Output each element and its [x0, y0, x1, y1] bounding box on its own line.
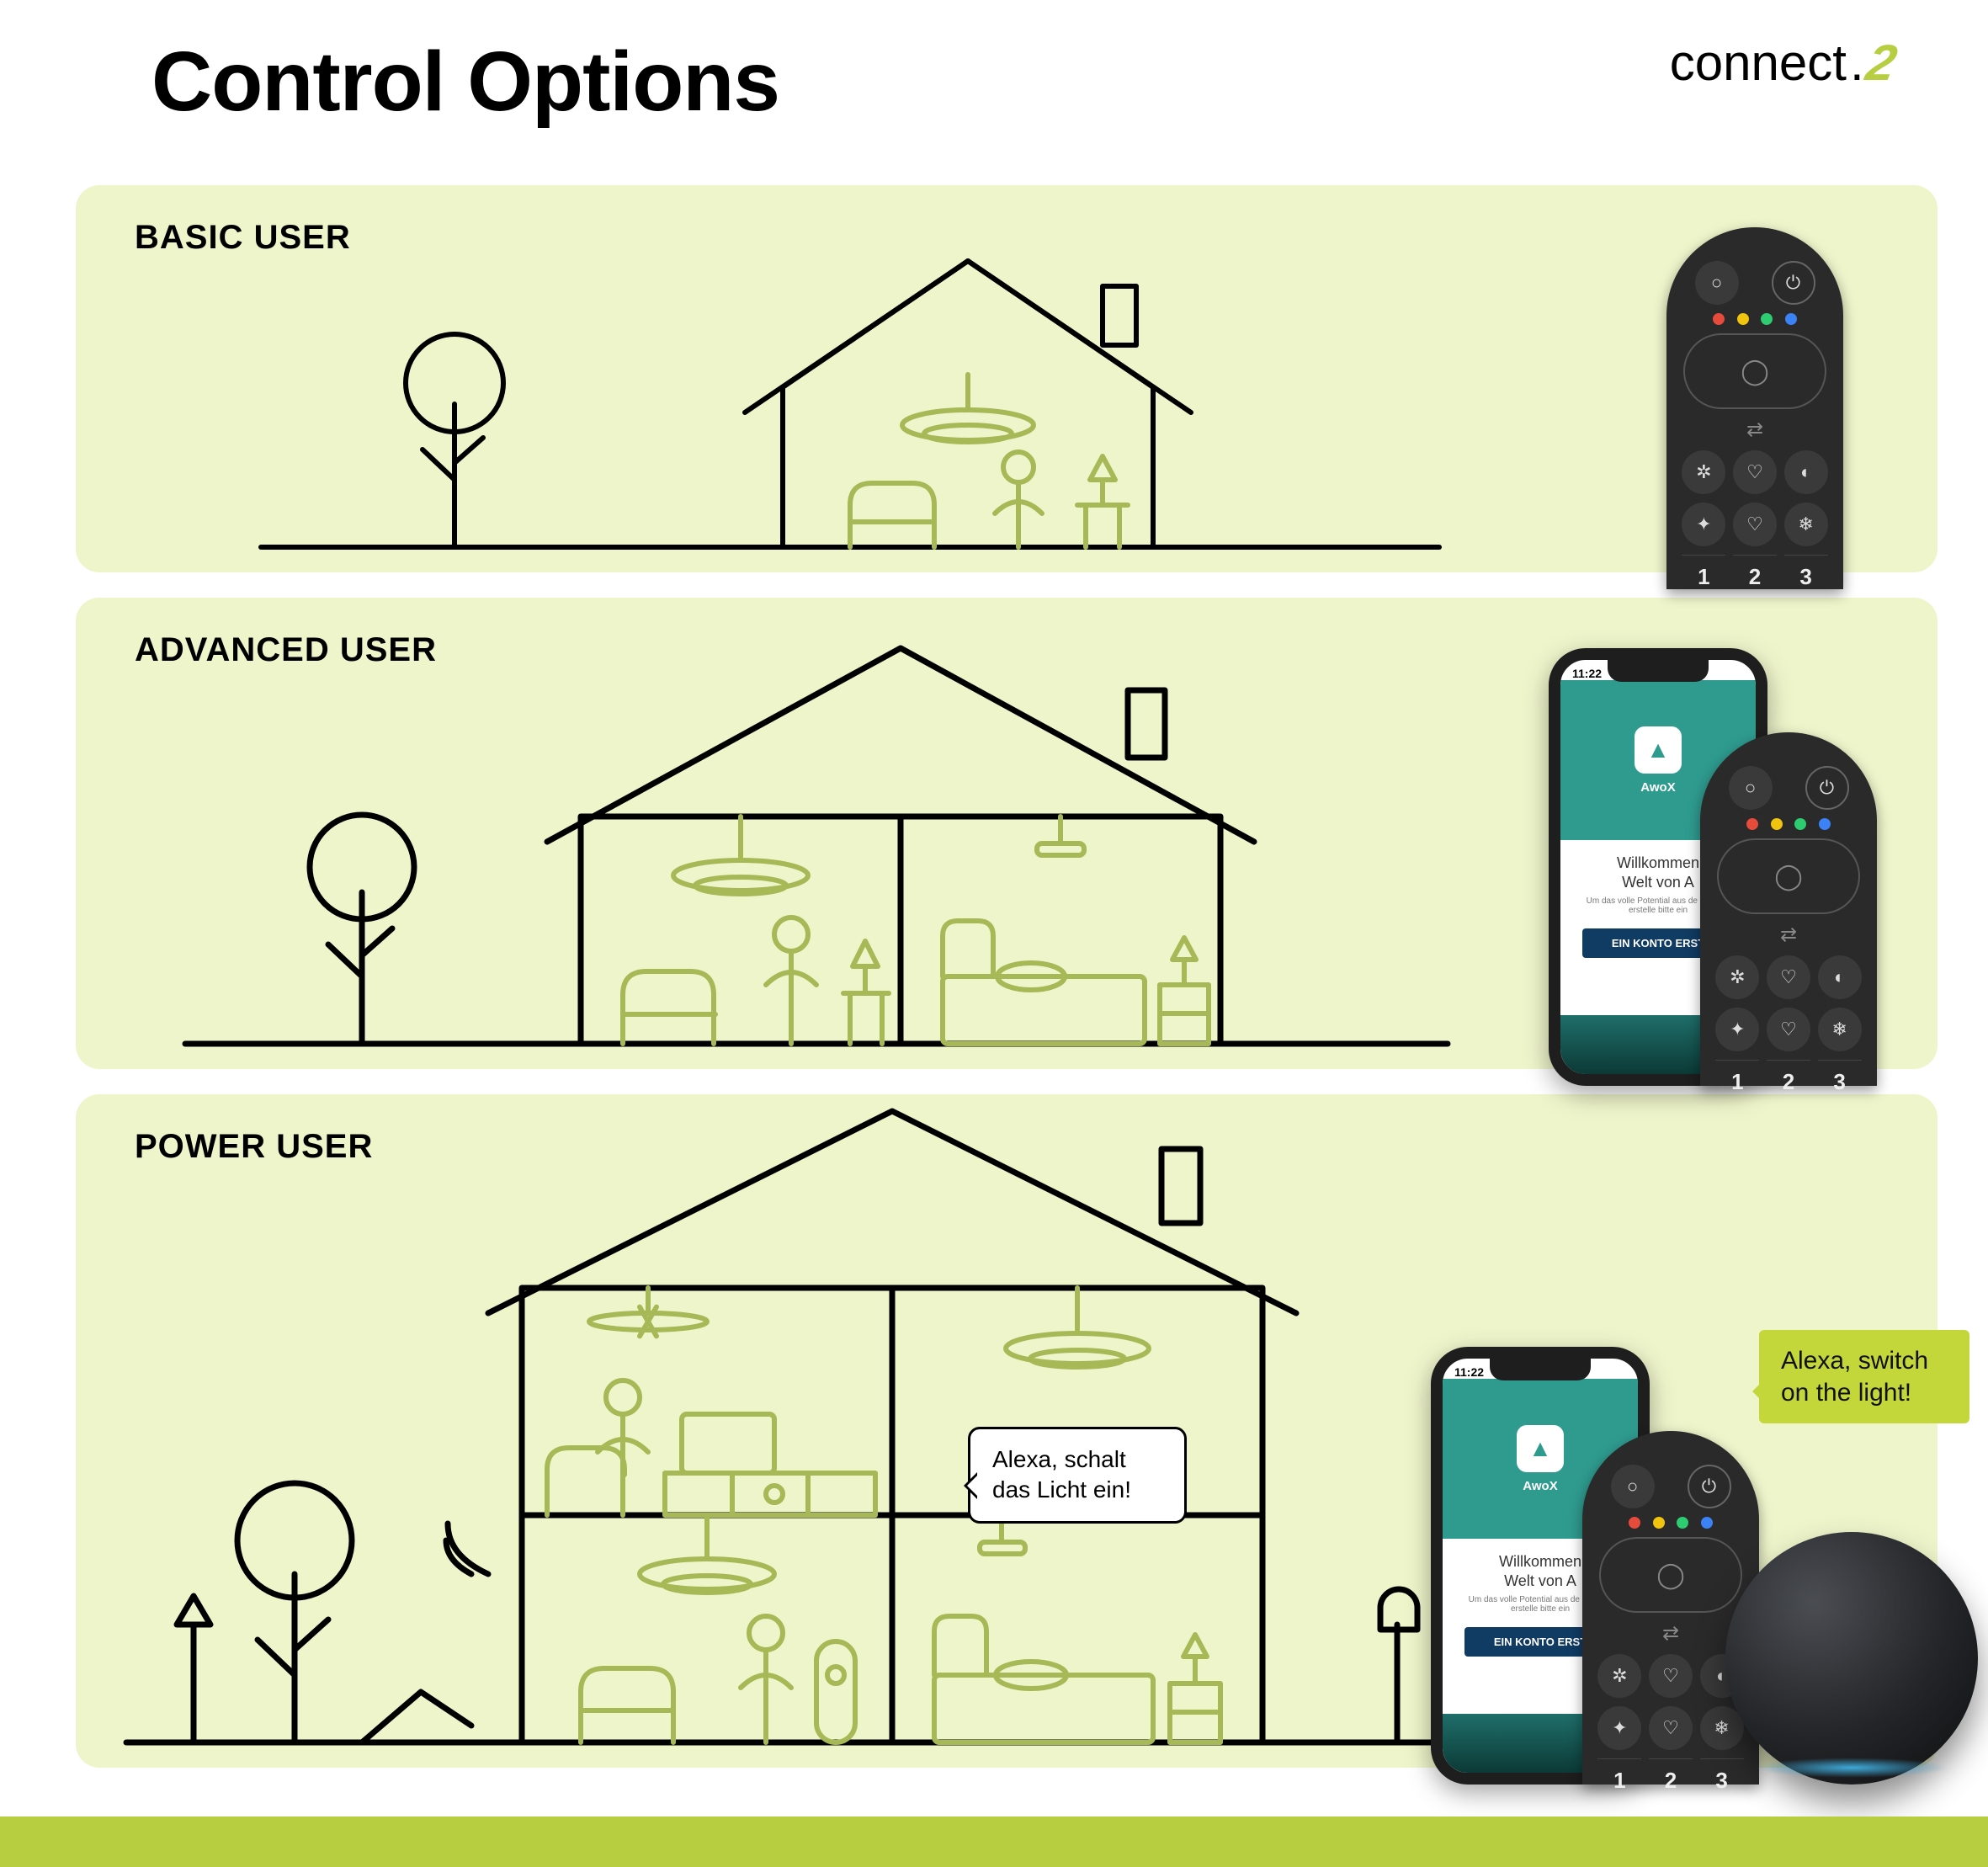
remote-preset-3: 3: [1784, 555, 1828, 598]
power-remote-control-icon: ○⏻ ◯ ⇄ ✲♡◐ ✦♡❄ 123: [1582, 1431, 1759, 1785]
brand-text: connect: [1670, 34, 1847, 92]
phone-app-name: AwoX: [1640, 780, 1675, 795]
power-echo-speaker-icon: [1725, 1532, 1978, 1785]
basic-house-diagram: [261, 210, 1439, 564]
echo-voice-command-text: Alexa, switch on the light!: [1781, 1347, 1928, 1407]
page-root: Control Options connect.2 BASIC USER: [0, 0, 1988, 1867]
advanced-house-diagram: [185, 623, 1448, 1061]
footer-accent-bar: [0, 1816, 1988, 1867]
house-voice-command-bubble: Alexa, schalt das Licht ein!: [968, 1427, 1187, 1524]
basic-remote-control-icon: ○⏻ ◯ ⇄ ✲♡◐ ✦♡❄ 123: [1666, 227, 1843, 589]
remote-preset-2: 2: [1733, 555, 1777, 598]
power-house-diagram: [126, 1103, 1431, 1759]
brand-dot: .: [1850, 34, 1864, 92]
page-header: Control Options connect.2: [0, 0, 1988, 177]
remote-preset-1: 1: [1682, 555, 1725, 598]
tier-basic: BASIC USER: [76, 185, 1938, 572]
echo-voice-command-bubble: Alexa, switch on the light!: [1759, 1330, 1969, 1423]
advanced-remote-control-icon: ○⏻ ◯ ⇄ ✲♡◐ ✦♡❄ 123: [1700, 732, 1877, 1086]
phone-app-logo-icon: ▲: [1635, 726, 1682, 774]
brand-accent: 2: [1861, 34, 1901, 92]
house-voice-command-text: Alexa, schalt das Licht ein!: [992, 1446, 1131, 1503]
remote-led-row: [1700, 313, 1810, 325]
page-title: Control Options: [151, 34, 779, 130]
brand-logo: connect.2: [1670, 34, 1895, 92]
